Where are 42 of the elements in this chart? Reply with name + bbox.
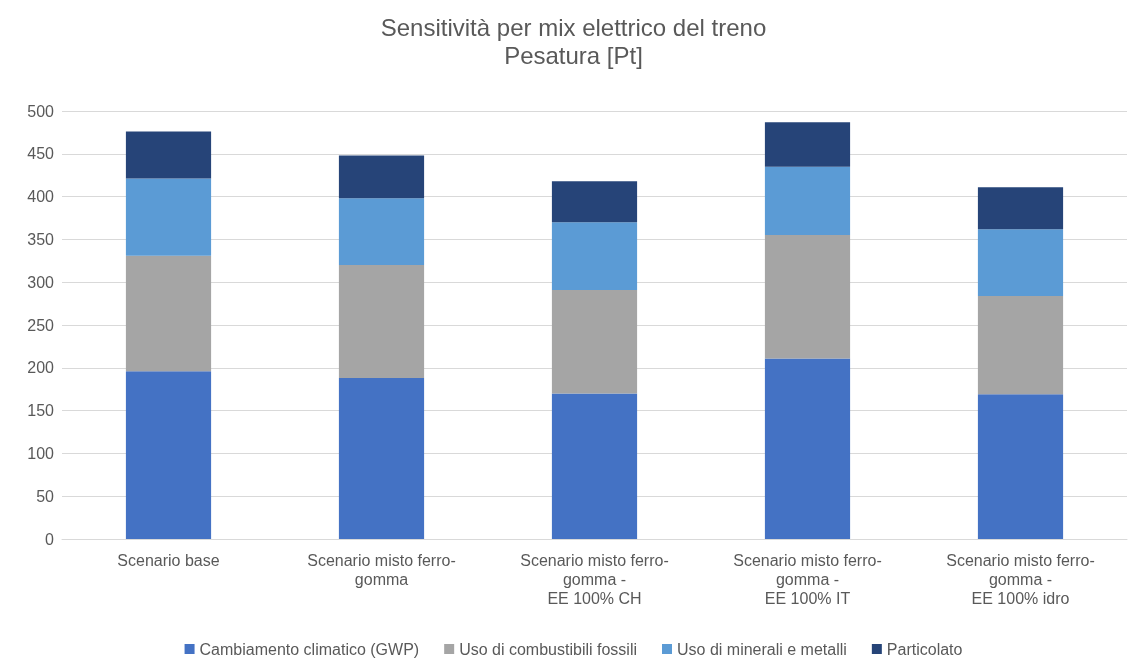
- y-tick-label: 250: [27, 316, 55, 334]
- bar: [338, 198, 425, 266]
- y-tick-label: 50: [36, 487, 55, 505]
- y-tick-label: 200: [27, 359, 55, 377]
- bar: [338, 265, 425, 379]
- legend-label: Uso di combustibili fossili: [459, 640, 638, 658]
- y-tick-label: 450: [27, 145, 55, 163]
- bar: [764, 358, 851, 539]
- y-tick-label: 500: [27, 102, 55, 120]
- x-tick-label: Scenario misto ferro- gomma: [307, 552, 456, 588]
- x-tick-label: Scenario misto ferro- gomma - EE 100% CH: [520, 552, 669, 607]
- bar: [338, 378, 425, 539]
- bar: [977, 187, 1064, 230]
- x-tick-label: Scenario misto ferro- gomma - EE 100% idro: [946, 552, 1095, 607]
- bar: [125, 371, 212, 539]
- y-tick-label: 300: [27, 273, 55, 291]
- bar: [977, 229, 1064, 296]
- bar: [125, 255, 212, 372]
- chart-title: Sensitività per mix elettrico del treno: [380, 13, 767, 41]
- x-tick-label: Scenario misto ferro- gomma - EE 100% IT: [733, 552, 882, 607]
- bar: [764, 235, 851, 359]
- bar: [977, 394, 1064, 539]
- legend-label: Particolato: [886, 640, 963, 658]
- bar: [125, 178, 212, 256]
- y-tick-label: 400: [27, 188, 55, 206]
- bar: [764, 122, 851, 167]
- y-tick-label: 350: [27, 230, 55, 248]
- bar: [551, 393, 638, 539]
- bar: [551, 289, 638, 394]
- bar: [764, 166, 851, 236]
- bar: [551, 181, 638, 223]
- legend-label: Uso di minerali e metalli: [677, 640, 847, 658]
- legend-label: Cambiamento climatico (GWP): [199, 640, 420, 658]
- chart-subtitle: Pesatura [Pt]: [504, 41, 643, 69]
- bar: [977, 295, 1064, 395]
- bar: [338, 155, 425, 199]
- bar: [551, 222, 638, 290]
- y-tick-label: 150: [27, 402, 55, 420]
- bar: [125, 131, 212, 179]
- x-tick-label: Scenario base: [117, 552, 220, 569]
- y-tick-label: 0: [45, 530, 55, 548]
- y-tick-label: 100: [27, 444, 55, 462]
